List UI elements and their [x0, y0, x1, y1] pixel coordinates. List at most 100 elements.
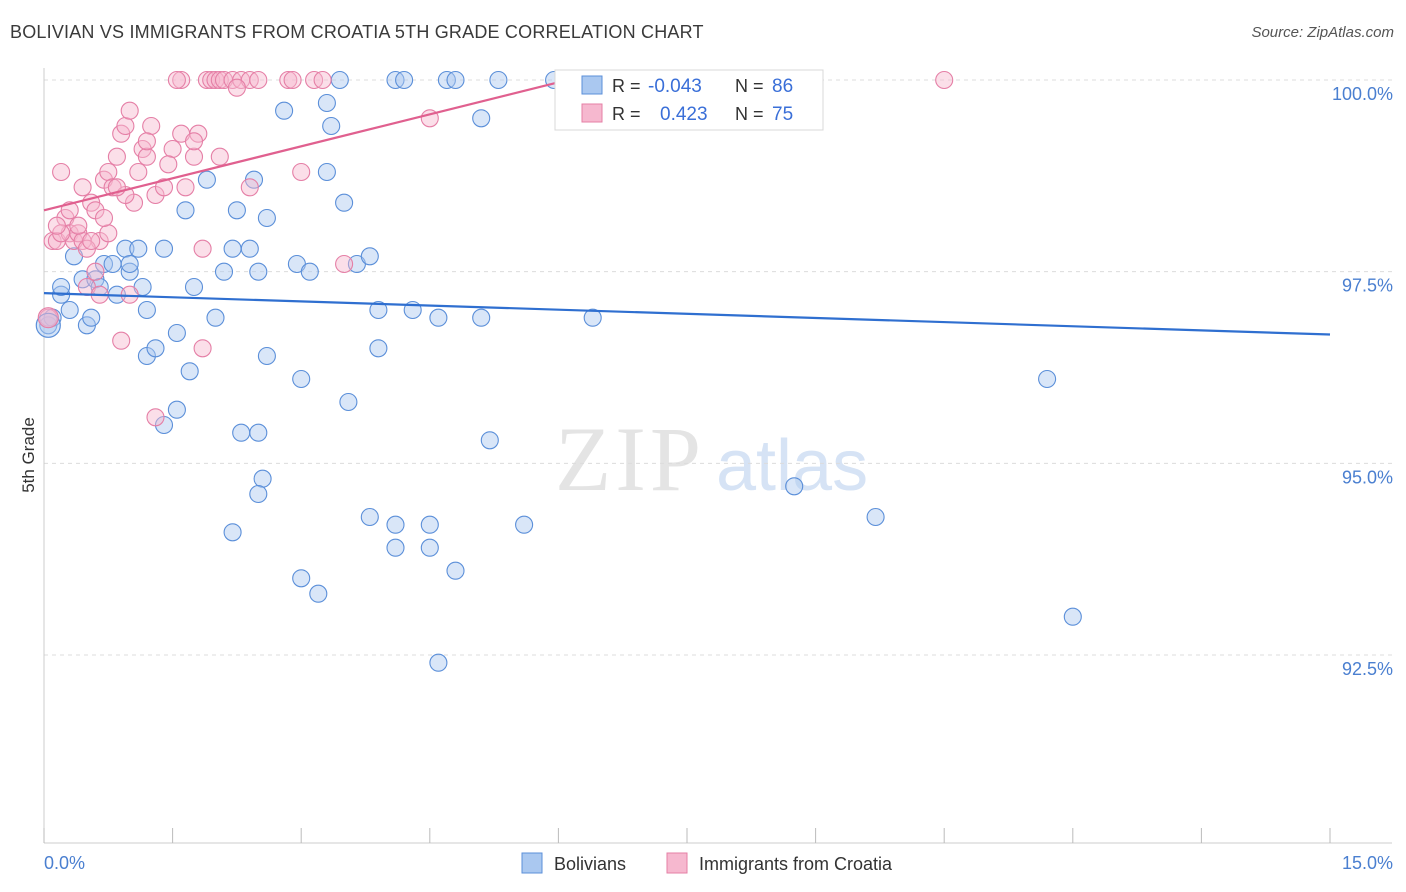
croatia-point — [37, 307, 59, 329]
croatia-point — [172, 70, 191, 90]
bolivians-point — [317, 162, 336, 182]
bolivians-point — [360, 507, 379, 527]
bolivians-point — [257, 346, 276, 366]
bolivians-point — [103, 254, 122, 274]
watermark-zip: ZIP — [555, 408, 705, 510]
bolivians-point — [420, 538, 439, 557]
croatia-point — [167, 70, 186, 90]
bolivians-point — [300, 262, 319, 281]
chart-title: BOLIVIAN VS IMMIGRANTS FROM CROATIA 5TH … — [10, 22, 704, 42]
source-label: Source: ZipAtlas.com — [1251, 24, 1394, 41]
bolivians-point — [223, 523, 242, 542]
croatia-point — [193, 239, 212, 258]
bolivians-point — [120, 262, 139, 281]
bolivians-point — [275, 101, 294, 120]
croatia-point — [292, 162, 311, 182]
croatia-point — [107, 147, 126, 166]
bolivians-point — [369, 339, 388, 358]
bolivians-point — [322, 116, 341, 136]
legend-n-value-2: 75 — [772, 104, 793, 125]
bolivians-point — [120, 254, 139, 274]
bolivians-point — [257, 208, 276, 228]
legend-r-label-2: R = — [612, 104, 641, 124]
bolivians-point — [515, 515, 534, 534]
bolivians-point — [60, 300, 79, 320]
croatia-point — [249, 70, 268, 90]
bolivians-point — [866, 507, 885, 527]
bolivians-point — [129, 239, 148, 258]
bolivians-point — [472, 109, 491, 128]
legend-r-label-1: R = — [612, 76, 641, 96]
croatia-point — [154, 178, 174, 197]
bolivians-trend-line — [43, 292, 1331, 336]
x-tick-label: 0.0% — [44, 853, 85, 873]
legend-n-label-1: N = — [735, 76, 764, 96]
legend-r-value-2: 0.423 — [660, 104, 708, 125]
bottom-swatch-bolivians — [521, 852, 543, 874]
croatia-point — [184, 147, 204, 166]
croatia-point — [240, 178, 259, 197]
croatia-point — [86, 262, 105, 281]
trend-lines — [43, 81, 1331, 336]
croatia-point — [69, 216, 88, 235]
croatia-point — [129, 162, 148, 182]
bolivians-point — [249, 262, 268, 281]
croatia-point — [176, 178, 195, 197]
croatia-point — [146, 408, 165, 427]
bolivians-point — [395, 70, 414, 90]
croatia-point — [82, 231, 101, 251]
croatia-point — [210, 147, 229, 166]
gridlines — [44, 79, 1392, 656]
y-tick-label: 92.5% — [1342, 659, 1393, 679]
croatia-point — [137, 147, 156, 166]
bolivians-point — [1063, 607, 1082, 626]
croatia-point — [52, 162, 71, 182]
croatia-point — [116, 116, 135, 136]
y-tick-label: 97.5% — [1342, 276, 1393, 296]
bolivians-point — [253, 469, 272, 488]
croatia-point — [112, 331, 131, 350]
bolivians-point — [386, 515, 405, 534]
bolivians-point — [249, 423, 268, 442]
bolivians-point — [339, 392, 358, 412]
bolivians-point — [309, 584, 328, 603]
bolivians-point — [292, 369, 311, 389]
croatia-point — [335, 254, 354, 274]
croatia-point — [99, 162, 118, 182]
bolivians-point — [176, 201, 195, 220]
bolivians-point — [317, 93, 336, 113]
bolivians-point — [429, 308, 448, 327]
bolivians-point — [583, 308, 602, 327]
croatia-point — [159, 155, 178, 174]
scatter-points — [35, 70, 1082, 672]
bolivians-point — [154, 239, 174, 258]
bolivians-point — [167, 400, 186, 419]
legend-n-label-2: N = — [735, 104, 764, 124]
legend-swatch-bolivians — [581, 75, 603, 95]
legend-n-value-1: 86 — [772, 76, 793, 97]
bolivians-point — [292, 569, 311, 588]
bolivians-point — [1038, 369, 1057, 389]
bolivians-point — [472, 308, 491, 327]
croatia-point — [137, 132, 156, 151]
bolivians-point — [167, 323, 186, 343]
croatia-point — [935, 70, 954, 90]
bolivians-point — [446, 70, 465, 90]
croatia-point — [184, 132, 204, 151]
croatia-point — [283, 70, 302, 90]
croatia-point — [227, 78, 246, 97]
croatia-point — [193, 339, 212, 358]
bolivians-point — [197, 170, 216, 189]
bolivians-point — [52, 277, 71, 297]
croatia-point — [313, 70, 332, 90]
bolivians-point — [785, 477, 804, 496]
croatia-point — [210, 70, 229, 90]
bolivians-point — [335, 193, 354, 212]
bolivians-point — [330, 70, 349, 90]
croatia-point — [99, 224, 118, 243]
croatia-point — [142, 116, 161, 136]
stats-legend: R = -0.043 N = 86 R = 0.423 N = 75 — [554, 69, 824, 131]
bottom-swatch-croatia — [666, 852, 688, 874]
bolivians-point — [489, 70, 508, 90]
